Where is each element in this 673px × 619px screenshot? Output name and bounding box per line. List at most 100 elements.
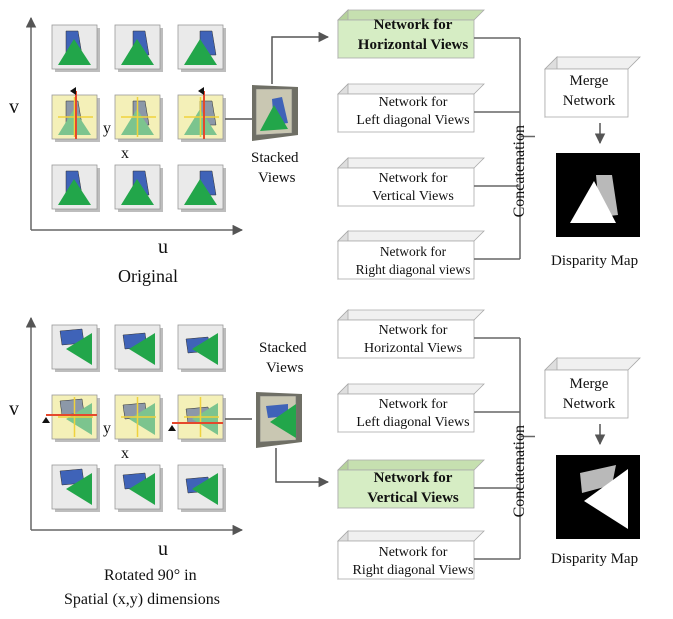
bottom-green-shape	[192, 333, 218, 365]
top-view-cell	[114, 94, 163, 142]
top-stacked-views	[252, 85, 298, 141]
bottom-green-shape	[66, 473, 92, 505]
top-axis-x-label: x	[121, 145, 129, 162]
bottom-panel	[25, 309, 641, 580]
bottom-output-label: Disparity Map	[551, 551, 639, 567]
bottom-green-shape	[129, 333, 155, 365]
top-view-cell	[51, 24, 100, 72]
top-merge-face	[544, 68, 629, 118]
bottom-network-top	[337, 309, 485, 321]
bottom-merge-top	[544, 357, 641, 371]
top-green-shape	[58, 39, 91, 65]
top-green-shape	[184, 179, 217, 205]
bottom-axis-x-label: x	[121, 445, 129, 462]
bottom-green-shape	[129, 403, 155, 435]
top-axis-u-label: u	[158, 236, 168, 258]
bottom-network-box	[337, 530, 485, 580]
top-green-shape	[121, 39, 154, 65]
bottom-view-cell	[114, 324, 163, 372]
bottom-view-cell	[51, 324, 100, 372]
top-merge-top	[544, 56, 641, 70]
bottom-view-cell	[42, 394, 100, 442]
top-axis-v-label: v	[9, 96, 19, 118]
top-view-cell	[114, 24, 163, 72]
bottom-merge-face	[544, 369, 629, 419]
bottom-network-face	[337, 393, 475, 433]
top-view-cell	[177, 87, 226, 142]
top-marker-triangle	[198, 87, 204, 95]
bottom-network-face	[337, 469, 475, 509]
top-marker-triangle	[70, 87, 76, 95]
top-merge-label: Merge Network	[562, 73, 616, 109]
bottom-disparity-white	[584, 469, 628, 529]
top-green-shape	[58, 179, 91, 205]
bottom-stacked-label-1: Stacked	[259, 340, 307, 356]
bottom-disparity-map	[556, 455, 640, 539]
bottom-network-box	[337, 309, 485, 359]
top-network-box	[337, 83, 485, 133]
bottom-network-top	[337, 530, 485, 542]
bottom-net-right-diag-label: Network for Right diagonal Views	[352, 545, 474, 579]
bottom-axis-y-label: y	[103, 420, 111, 437]
top-view-cell	[51, 164, 100, 212]
top-network-face	[337, 167, 475, 207]
bottom-net-left-diag-label: Network for Left diagonal Views	[356, 397, 470, 431]
top-stack-to-net-arrow	[271, 31, 330, 84]
bottom-view-cell	[168, 394, 226, 442]
top-network-box	[337, 230, 485, 280]
bottom-stacked-label-2: Views	[266, 360, 304, 376]
top-network-face	[337, 93, 475, 133]
top-stacked-label-2: Views	[258, 170, 296, 186]
top-network-box	[337, 9, 485, 59]
top-network-top	[337, 230, 485, 242]
top-concat-label: Concatenation	[511, 124, 529, 218]
top-net-left-diag-label: Network for Left diagonal Views	[356, 95, 470, 129]
bottom-stack-to-net-arrow	[275, 448, 330, 488]
bottom-marker-triangle	[168, 425, 176, 431]
bottom-view-cell	[177, 464, 226, 512]
bottom-network-box	[337, 459, 485, 509]
top-disparity-map	[556, 153, 640, 237]
top-caption: Original	[118, 266, 178, 286]
bottom-green-shape	[66, 403, 92, 435]
bottom-view-cell	[177, 324, 226, 372]
bottom-concat-label: Concatenation	[511, 424, 529, 518]
bottom-network-face	[337, 319, 475, 359]
top-stack-green	[260, 105, 288, 131]
bottom-caption-line2: Spatial (x,y) dimensions	[64, 591, 220, 608]
bottom-view-cell	[114, 394, 163, 442]
bottom-network-top	[337, 383, 485, 395]
bottom-axis-u-label: u	[158, 538, 168, 560]
top-net-horizontal-label: Network for Horizontal Views	[357, 17, 469, 53]
top-merge-network	[544, 56, 641, 118]
top-network-box	[337, 157, 485, 207]
bottom-caption-line1: Rotated 90° in	[104, 567, 197, 584]
bottom-green-shape	[129, 473, 155, 505]
top-network-face	[337, 19, 475, 59]
bottom-view-cell	[51, 464, 100, 512]
bottom-view-cell	[114, 464, 163, 512]
bottom-net-horizontal-label: Network for Horizontal Views	[363, 323, 463, 357]
top-network-face	[337, 240, 475, 280]
bottom-net-vertical-label: Network for Vertical Views	[367, 470, 459, 506]
bottom-merge-label: Merge Network	[562, 376, 616, 412]
top-network-top	[337, 83, 485, 95]
top-view-cell	[177, 164, 226, 212]
top-view-cell	[177, 24, 226, 72]
top-net-right-diag-label: Network for Right diagonal views	[355, 244, 471, 277]
bottom-stacked-views	[256, 392, 302, 448]
bottom-network-face	[337, 540, 475, 580]
top-axis-y-label: y	[103, 120, 111, 137]
top-view-cell	[114, 164, 163, 212]
top-view-cell	[51, 87, 100, 142]
bottom-network-box	[337, 383, 485, 433]
top-green-shape	[121, 179, 154, 205]
top-disparity-white	[570, 181, 616, 223]
top-output-label: Disparity Map	[551, 253, 639, 269]
top-green-shape	[184, 39, 217, 65]
bottom-green-shape	[192, 473, 218, 505]
top-network-top	[337, 157, 485, 169]
bottom-green-shape	[192, 403, 218, 435]
bottom-marker-triangle	[42, 417, 50, 423]
